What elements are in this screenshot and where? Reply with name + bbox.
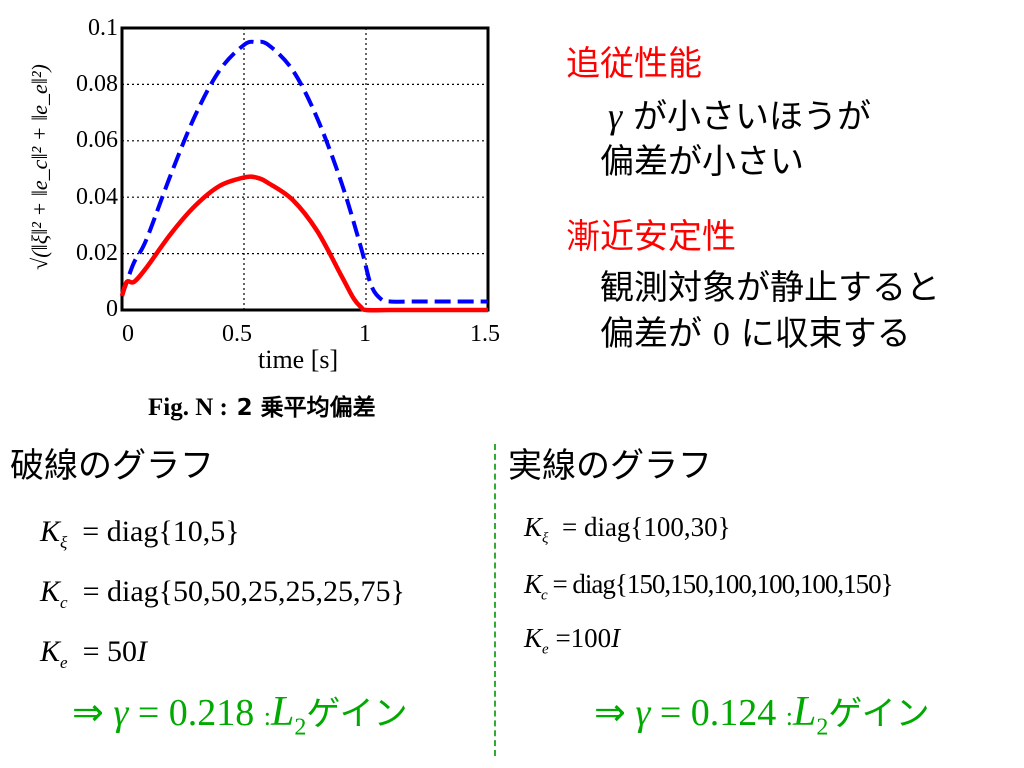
left-gamma-value: 0.218 xyxy=(168,692,255,734)
y-tick-label: 0.06 xyxy=(76,127,118,153)
left-k-c-value: diag{50,50,25,25,25,75} xyxy=(106,575,405,608)
chart-plot xyxy=(119,26,490,313)
y-axis-label: √(‖ξ‖² + ‖e_c‖² + ‖e_e‖²) xyxy=(27,64,52,270)
y-tick-label: 0.1 xyxy=(88,15,118,41)
series-line-dashed xyxy=(120,39,488,304)
y-tick-label: 0.04 xyxy=(76,184,118,210)
x-axis-label: time [s] xyxy=(258,345,339,374)
stability-text2a: 偏差が xyxy=(600,314,702,354)
left-gain-label: ゲイン xyxy=(306,694,408,734)
right-k-e: Ke =100I xyxy=(524,623,621,658)
tracking-title: 追従性能 xyxy=(566,44,702,84)
x-tick-label: 1 xyxy=(359,321,371,347)
stability-line2: 偏差が 0 に収束する xyxy=(600,314,911,356)
y-tick-labels: 0.1 0.08 0.06 0.04 0.02 0 xyxy=(0,0,118,380)
right-gamma-value: 0.124 xyxy=(690,692,777,734)
stability-title: 漸近安定性 xyxy=(566,217,736,257)
dashed-graph-title: 破線のグラフ xyxy=(10,446,214,486)
left-k-c: Kc = diag{50,50,25,25,25,75} xyxy=(40,575,405,612)
x-tick-label: 0 xyxy=(122,321,134,347)
y-tick-label: 0.08 xyxy=(76,71,118,97)
figure-caption: Fig. N : 2 乗平均偏差 xyxy=(148,388,376,422)
right-k-c: Kc = diag{150,150,100,100,100,150} xyxy=(524,569,894,604)
tracking-text1: が小さいほうが xyxy=(633,97,871,137)
chart-container: 0.1 0.08 0.06 0.04 0.02 0 0 0.5 1 1.5 ti… xyxy=(0,0,520,380)
tracking-line2: 偏差が小さい xyxy=(600,142,804,182)
left-k-xi: Kξ = diag{10,5} xyxy=(40,515,240,552)
stability-text2b: に収束する xyxy=(740,314,911,354)
stability-zero: 0 xyxy=(712,316,730,353)
caption-jp: 2 乗平均偏差 xyxy=(236,395,376,421)
y-tick-label: 0 xyxy=(106,296,118,322)
tracking-line1: γ が小さいほうが xyxy=(608,95,871,138)
right-k-xi-value: diag{100,30} xyxy=(583,512,731,542)
caption-prefix: Fig. N : xyxy=(148,394,228,421)
gamma-symbol: γ xyxy=(608,96,623,136)
plot-frame xyxy=(120,26,490,312)
left-k-e: Ke = 50I xyxy=(40,635,147,672)
x-tick-label: 0.5 xyxy=(222,321,252,347)
right-gamma-result: ⇒ γ = 0.124 :L2ゲイン xyxy=(594,689,930,741)
left-k-xi-value: diag{10,5} xyxy=(106,515,240,548)
right-k-c-value: diag{150,150,100,100,100,150} xyxy=(572,569,893,599)
right-k-xi: Kξ = diag{100,30} xyxy=(524,512,731,547)
left-k-e-value: 50 xyxy=(106,635,137,668)
x-tick-label: 1.5 xyxy=(470,321,500,347)
stability-line1: 観測対象が静止すると xyxy=(600,268,940,308)
left-gamma-result: ⇒ γ = 0.218 :L2ゲイン xyxy=(72,689,408,741)
solid-graph-title: 実線のグラフ xyxy=(508,446,712,486)
right-gain-label: ゲイン xyxy=(828,694,930,734)
right-k-e-value: 100 xyxy=(570,623,612,653)
y-tick-label: 0.02 xyxy=(76,240,118,266)
series-line-solid xyxy=(119,174,488,313)
vertical-divider xyxy=(494,444,496,756)
